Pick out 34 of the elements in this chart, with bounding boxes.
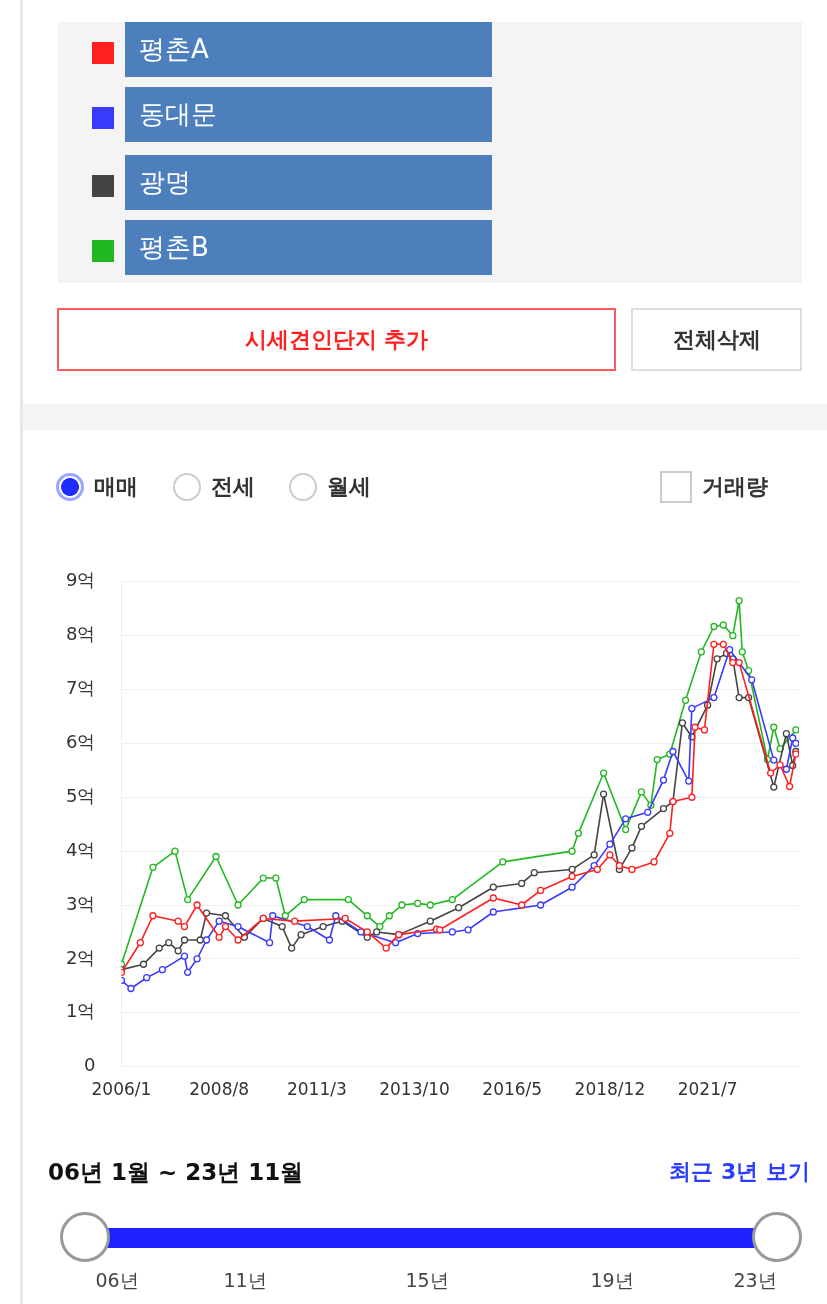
x-tick-label: 2011/3 bbox=[286, 1079, 347, 1100]
y-tick-label: 5억 bbox=[66, 784, 96, 806]
x-tick-label: 2008/8 bbox=[189, 1079, 250, 1100]
text: 06년 1월 ~ 23년 11월 bbox=[48, 1158, 304, 1187]
x-tick-label: 2006/1 bbox=[91, 1079, 152, 1100]
text: 19년 bbox=[590, 1268, 634, 1293]
y-tick-label: 7억 bbox=[66, 677, 96, 699]
text: 11년 bbox=[223, 1268, 267, 1293]
text: 매매 bbox=[94, 473, 138, 501]
text: 시세견인단지 추가 bbox=[57, 308, 616, 371]
x-tick-label: 2021/7 bbox=[677, 1079, 738, 1100]
legend-label: 동대문 bbox=[125, 87, 492, 142]
text: 최근 3년 보기 bbox=[668, 1158, 810, 1186]
text: 전세 bbox=[211, 473, 255, 501]
x-tick-label: 2013/10 bbox=[379, 1079, 450, 1100]
y-tick-label: 2억 bbox=[66, 946, 96, 968]
text: 15년 bbox=[405, 1268, 449, 1293]
y-tick-label: 1억 bbox=[66, 1000, 96, 1022]
y-tick-label: 8억 bbox=[66, 623, 96, 645]
y-tick-label: 3억 bbox=[66, 892, 96, 914]
y-tick-label: 0 bbox=[84, 1054, 96, 1076]
text: 거래량 bbox=[702, 473, 768, 501]
y-tick-label: 4억 bbox=[66, 838, 96, 860]
text: 월세 bbox=[327, 473, 371, 501]
legend-label: 광명 bbox=[125, 155, 492, 210]
y-tick-label: 9억 bbox=[66, 569, 96, 591]
x-tick-label: 2018/12 bbox=[574, 1079, 646, 1100]
y-tick-label: 6억 bbox=[66, 731, 96, 753]
x-tick-label: 2016/5 bbox=[482, 1079, 543, 1100]
legend-label: 평촌B bbox=[125, 220, 492, 275]
text: 23년 bbox=[733, 1268, 777, 1293]
text: 06년 bbox=[95, 1268, 139, 1293]
legend-label: 평촌A bbox=[125, 22, 492, 77]
text: 전체삭제 bbox=[631, 308, 802, 371]
